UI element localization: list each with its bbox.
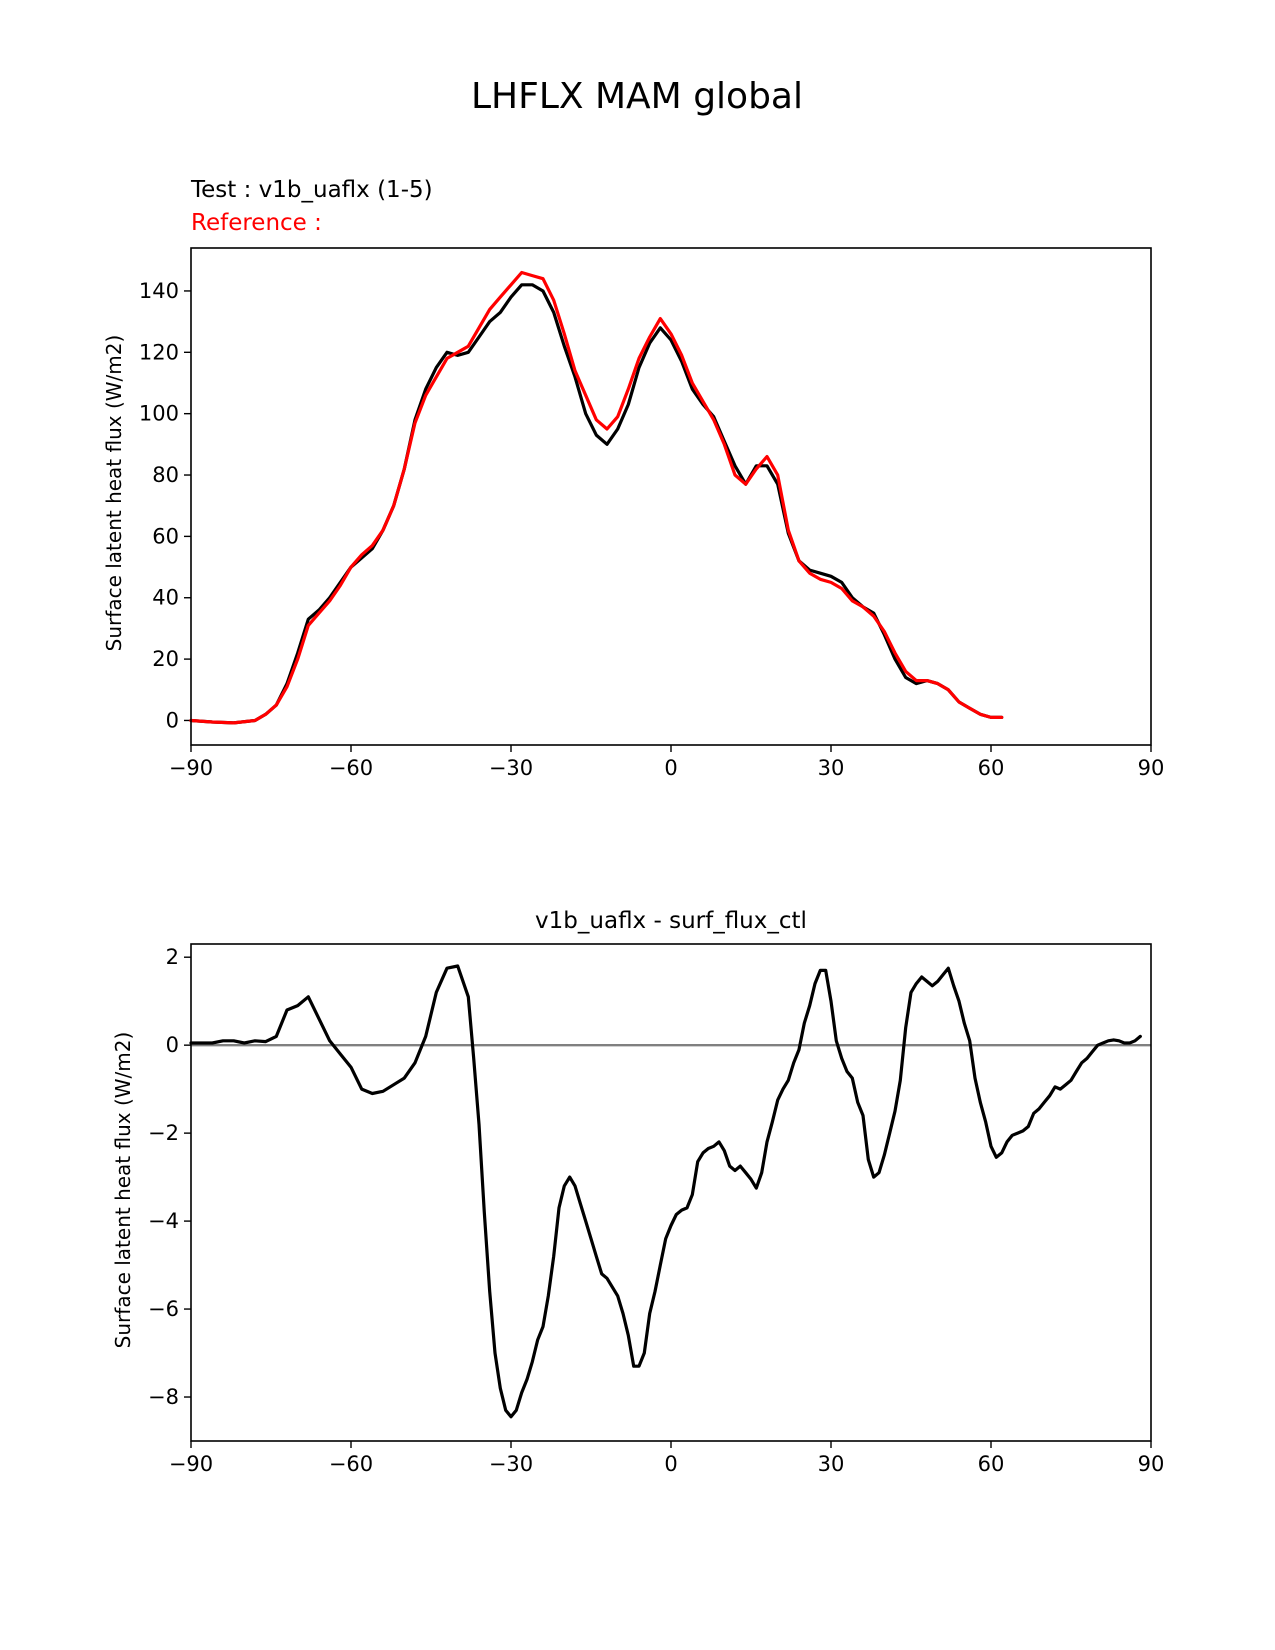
y-tick-label: 20 (152, 647, 179, 671)
y-tick-label: 120 (139, 340, 179, 364)
y-tick-label: 0 (166, 708, 179, 732)
x-tick-label: 30 (818, 756, 845, 780)
y-tick-label: 100 (139, 402, 179, 426)
y-tick-label: 40 (152, 586, 179, 610)
y-tick-label: 60 (152, 524, 179, 548)
y-tick-label: −8 (148, 1385, 179, 1409)
plot-lines (189, 270, 1004, 725)
y-tick-label: 80 (152, 463, 179, 487)
axis-ticks: −90 −60 −30 0 30 60 90 0 20 40 60 80 100 120 140 (139, 279, 1164, 780)
bottom-panel: v1b_uaflx - surf_flux_ctl Surface latent… (111, 908, 1164, 1476)
plot-frame (190, 943, 1152, 1442)
top-panel: Test : v1b_uaflx (1-5) Reference : Surfa… (102, 177, 1164, 780)
x-tick-label: 90 (1138, 1452, 1165, 1476)
panel-title: v1b_uaflx - surf_flux_ctl (535, 908, 807, 934)
x-tick-label: −30 (489, 1452, 533, 1476)
x-tick-label: 60 (978, 756, 1005, 780)
x-tick-label: −60 (329, 1452, 373, 1476)
x-tick-label: −30 (489, 756, 533, 780)
y-tick-label: 0 (166, 1033, 179, 1057)
x-tick-label: 60 (978, 1452, 1005, 1476)
reference-label: Reference : (191, 210, 322, 236)
x-tick-label: −60 (329, 756, 373, 780)
x-tick-label: 90 (1138, 756, 1165, 780)
plot-frame (190, 247, 1152, 746)
x-tick-label: −90 (169, 1452, 213, 1476)
plot-lines (189, 964, 1151, 1419)
y-tick-label: −4 (148, 1209, 179, 1233)
y-tick-label: 140 (139, 279, 179, 303)
x-tick-label: −90 (169, 756, 213, 780)
y-tick-label: −2 (148, 1121, 179, 1145)
axis-ticks: −90 −60 −30 0 30 60 90 −8 −6 −4 −2 0 2 (148, 945, 1164, 1476)
x-tick-label: 30 (818, 1452, 845, 1476)
series-line-difference (189, 964, 1142, 1419)
x-tick-label: 0 (664, 1452, 677, 1476)
y-axis-label: Surface latent heat flux (W/m2) (102, 335, 126, 652)
series-line-test (189, 283, 1004, 725)
y-axis-label: Surface latent heat flux (W/m2) (111, 1032, 135, 1349)
test-label: Test : v1b_uaflx (1-5) (190, 177, 433, 203)
y-tick-label: 2 (166, 945, 179, 969)
y-tick-label: −6 (148, 1297, 179, 1321)
figure-title: LHFLX MAM global (471, 76, 803, 117)
series-line-reference (189, 270, 1004, 725)
x-tick-label: 0 (664, 756, 677, 780)
